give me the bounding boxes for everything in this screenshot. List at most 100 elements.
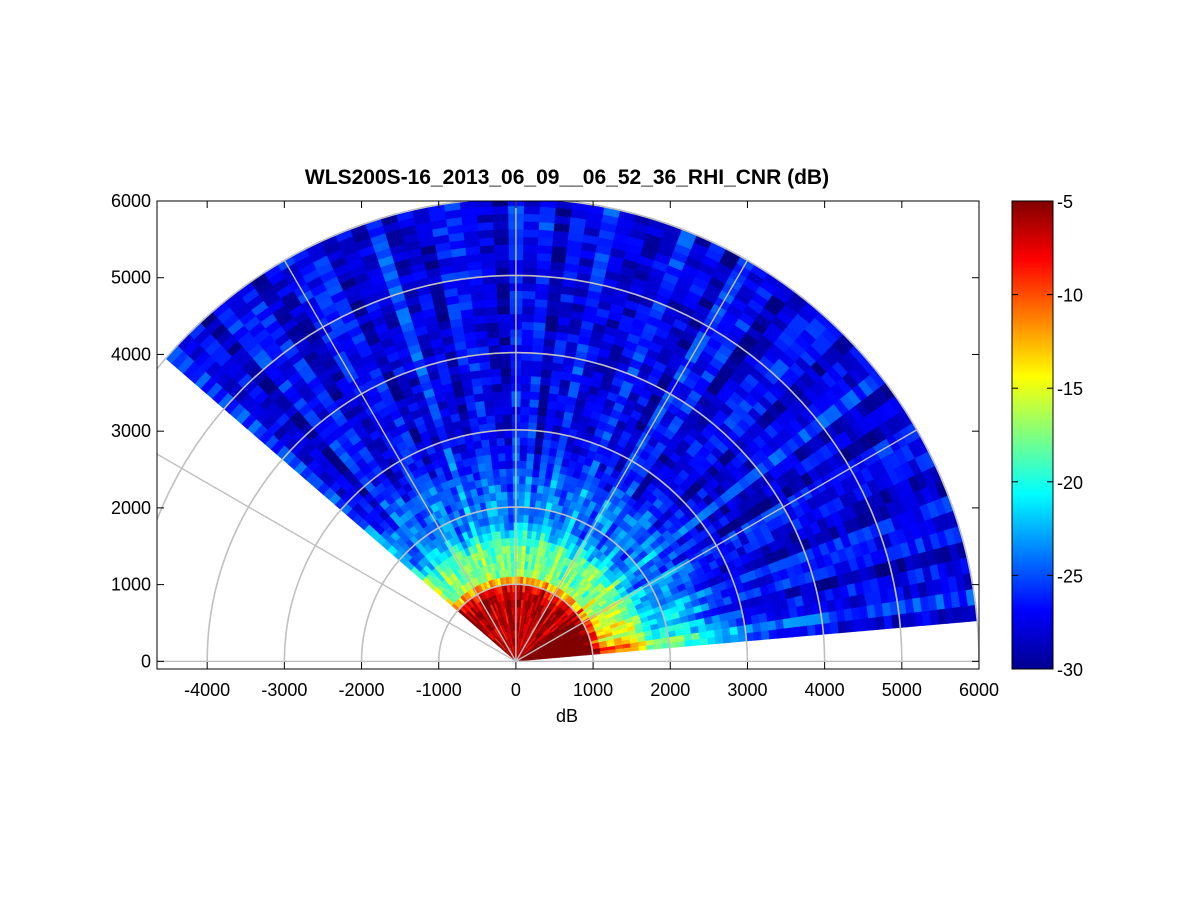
axis-ticks: -4000 -3000 -2000 -1000 0 1000 2000 3000 4000 500… [111, 191, 999, 700]
heatmap-cell [488, 360, 501, 370]
heatmap-cell [522, 220, 540, 230]
heatmap-cell [518, 467, 527, 477]
heatmap-cell [494, 282, 510, 292]
heatmap-cell [493, 259, 510, 269]
heatmap-cell [529, 375, 541, 385]
heatmap-cell [528, 406, 539, 416]
colorbar-tick-label: -20 [1057, 473, 1083, 493]
heatmap-cell [483, 306, 498, 316]
heatmap-cell [520, 336, 534, 346]
x-tick-label: -1000 [416, 680, 462, 700]
x-tick-label: 3000 [727, 680, 767, 700]
x-tick-label: 4000 [805, 680, 845, 700]
y-tick-label: 6000 [111, 191, 151, 211]
heatmap-cell [485, 329, 500, 339]
heatmap-cell [503, 444, 513, 454]
colorbar-tick-label: -5 [1057, 192, 1073, 212]
polar-grid-spoke [515, 429, 918, 662]
heatmap-cell [517, 560, 522, 569]
heatmap-cell [499, 359, 511, 369]
heatmap-cell [519, 398, 530, 408]
heatmap-cell [501, 406, 512, 415]
heatmap-cell [531, 337, 545, 347]
heatmap-cell [522, 201, 541, 207]
heatmap-cell [474, 201, 493, 208]
heatmap-cell [500, 375, 512, 385]
heatmap-cell [524, 468, 533, 477]
heatmap-cell [496, 305, 510, 315]
heatmap-cell [533, 298, 548, 308]
heatmap-cell [494, 421, 504, 431]
heatmap-cell [532, 453, 542, 463]
heatmap-cell [526, 437, 536, 447]
heatmap-cell [519, 382, 531, 392]
heatmap-cell [525, 460, 534, 470]
heatmap-cell [530, 360, 543, 370]
heatmap-cell [504, 452, 513, 462]
heatmap-cell [519, 375, 532, 384]
polar-grid [157, 201, 979, 663]
heatmap-cell [503, 436, 513, 446]
heatmap-cell [495, 290, 510, 300]
colorbar-gradient [1011, 200, 1054, 670]
heatmap-cell [526, 444, 535, 454]
heatmap-cell [500, 390, 512, 400]
heatmap-cell [498, 344, 511, 354]
heatmap-cell [486, 337, 500, 347]
heatmap-cell [518, 498, 525, 508]
heatmap-cell [492, 398, 503, 408]
colorbar-tick-label: -25 [1057, 566, 1083, 586]
heatmap-cell [518, 475, 526, 485]
heatmap-cell [524, 475, 533, 485]
heatmap-cell [517, 529, 523, 539]
heatmap-cell [491, 213, 509, 223]
chart-title: WLS200S-16_2013_06_09__06_52_36_RHI_CNR … [305, 166, 829, 189]
heatmap-cell [491, 220, 509, 230]
sector-cells [165, 201, 978, 662]
heatmap-cell [494, 267, 510, 277]
heatmap-cell [505, 483, 514, 492]
x-tick-label: 2000 [650, 680, 690, 700]
heatmap-cell [517, 568, 521, 577]
x-tick-label: -4000 [184, 680, 230, 700]
heatmap-cell [533, 306, 548, 316]
heatmap-cell [517, 552, 522, 562]
plot-area [157, 201, 979, 663]
x-tick-label: 6000 [959, 680, 999, 700]
heatmap-cell [531, 329, 546, 339]
heatmap-cell [491, 391, 503, 401]
heatmap-cell [528, 398, 539, 408]
heatmap-cell [491, 228, 509, 238]
heatmap-cell [521, 290, 536, 300]
heatmap-cell [489, 367, 502, 378]
y-tick-label: 5000 [111, 268, 151, 288]
heatmap-cell [521, 251, 538, 261]
heatmap-cell [527, 421, 537, 431]
heatmap-cell [522, 228, 539, 238]
heatmap-cell [490, 205, 509, 215]
y-tick-label: 0 [141, 651, 151, 671]
heatmap-cell [529, 383, 541, 393]
heatmap-cell [521, 267, 537, 277]
heatmap-cell [502, 413, 512, 423]
colorbar-ticks: -5 -10 -15 -20 -25 -30 [1012, 192, 1083, 680]
heatmap-cell [500, 382, 512, 392]
colorbar: -5 -10 -15 -20 -25 -30 [1011, 192, 1083, 680]
polar-grid-spoke [157, 453, 517, 662]
y-tick-label: 1000 [111, 575, 151, 595]
heatmap-cell [534, 437, 544, 447]
heatmap-cell [519, 421, 529, 431]
heatmap-cell [497, 321, 511, 331]
heatmap-cell [518, 444, 528, 454]
colorbar-tick-label: -15 [1057, 379, 1083, 399]
heatmap-cell [517, 514, 524, 523]
heatmap-cell [506, 498, 514, 508]
heatmap-cell [519, 367, 532, 377]
heatmap-cell [505, 467, 513, 477]
heatmap-cell [493, 251, 510, 261]
heatmap-cell [520, 321, 534, 331]
heatmap-cell [518, 436, 528, 446]
heatmap-cell [496, 444, 506, 454]
heatmap-cell [485, 321, 499, 331]
